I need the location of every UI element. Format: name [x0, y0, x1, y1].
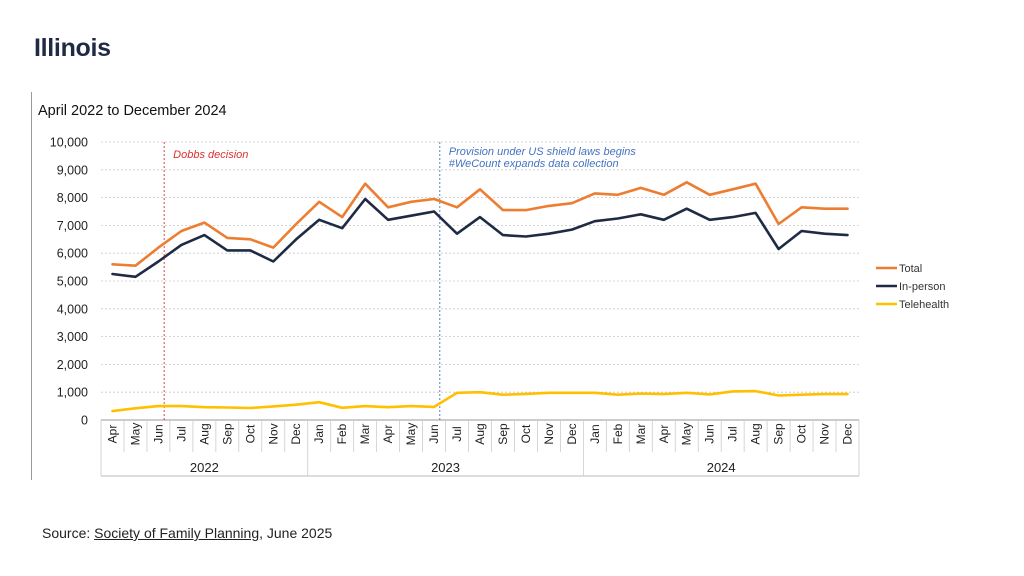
x-tick-label: Apr	[657, 425, 671, 444]
x-tick-label: Feb	[335, 423, 349, 444]
x-tick-label: Jun	[703, 424, 717, 443]
x-tick-label: Sep	[220, 423, 234, 445]
annotation-label: Dobbs decision	[173, 149, 248, 161]
frame-divider	[31, 92, 32, 480]
x-tick-label: Jun	[427, 424, 441, 443]
x-tick-label: Jul	[450, 426, 464, 441]
y-tick-label: 10,000	[50, 136, 88, 150]
y-tick-label: 9,000	[57, 163, 88, 177]
y-tick-label: 5,000	[57, 275, 88, 289]
x-tick-label: Oct	[243, 424, 257, 443]
x-tick-label: Dec	[565, 423, 579, 444]
x-tick-label: Apr	[105, 425, 119, 444]
x-tick-label: Feb	[611, 423, 625, 444]
x-tick-label: Sep	[772, 423, 786, 445]
legend-label: Telehealth	[899, 299, 949, 311]
source-suffix: , June 2025	[259, 525, 333, 541]
chart-title: April 2022 to December 2024	[38, 103, 227, 119]
x-tick-label: Jun	[151, 424, 165, 443]
year-label: 2023	[431, 460, 460, 475]
y-tick-label: 0	[81, 414, 88, 428]
source-link[interactable]: Society of Family Planning	[94, 525, 260, 541]
x-tick-label: Jan	[588, 424, 602, 443]
page-title: Illinois	[34, 34, 111, 62]
x-tick-label: Jan	[312, 424, 326, 443]
x-tick-label: Jul	[174, 426, 188, 441]
source-line: Source: Society of Family Planning, June…	[42, 525, 332, 541]
x-tick-label: May	[404, 423, 418, 446]
y-tick-label: 7,000	[57, 219, 88, 233]
x-tick-label: Mar	[358, 424, 372, 445]
x-tick-label: Dec	[841, 423, 855, 444]
x-tick-label: Jul	[726, 426, 740, 441]
y-tick-label: 3,000	[57, 330, 88, 344]
x-tick-label: Oct	[519, 424, 533, 443]
annotation-label: Provision under US shield laws begins	[449, 146, 637, 158]
x-tick-label: Nov	[542, 423, 556, 444]
x-tick-label: Oct	[795, 424, 809, 443]
source-prefix: Source:	[42, 525, 95, 541]
x-tick-label: Aug	[749, 423, 763, 444]
x-tick-label: Sep	[496, 423, 510, 445]
y-tick-label: 2,000	[57, 358, 88, 372]
x-tick-label: Apr	[381, 425, 395, 444]
x-tick-label: Aug	[473, 423, 487, 444]
year-label: 2024	[707, 460, 736, 475]
x-tick-label: Dec	[289, 423, 303, 444]
x-tick-label: May	[680, 423, 694, 446]
y-tick-label: 1,000	[57, 386, 88, 400]
y-tick-label: 6,000	[57, 247, 88, 261]
x-tick-label: Nov	[266, 423, 280, 444]
x-tick-label: Mar	[634, 424, 648, 445]
y-tick-label: 8,000	[57, 191, 88, 205]
annotation-label: #WeCount expands data collection	[449, 158, 619, 170]
series-line-in-person	[111, 197, 849, 279]
series-line-telehealth	[111, 389, 849, 413]
x-tick-label: Aug	[197, 423, 211, 444]
legend-label: In-person	[899, 281, 945, 293]
legend-label: Total	[899, 263, 922, 275]
x-tick-label: May	[128, 423, 142, 446]
x-tick-label: Nov	[818, 423, 832, 444]
year-label: 2022	[190, 460, 219, 475]
y-tick-label: 4,000	[57, 302, 88, 316]
series-line-total	[111, 181, 849, 268]
